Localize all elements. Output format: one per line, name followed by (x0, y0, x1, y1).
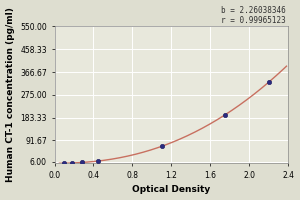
Point (266, 80, 271, 84)
Text: b = 2.26038346
r = 0.99965123: b = 2.26038346 r = 0.99965123 (221, 6, 286, 25)
Point (62, 162, 67, 165)
Point (223, 113, 227, 116)
Point (70, 161, 74, 165)
Point (96, 159, 101, 163)
Point (80, 161, 84, 164)
Y-axis label: Human CT-1 concentration (pg/ml): Human CT-1 concentration (pg/ml) (6, 7, 15, 182)
Point (159, 145, 164, 148)
X-axis label: Optical Density: Optical Density (132, 185, 211, 194)
